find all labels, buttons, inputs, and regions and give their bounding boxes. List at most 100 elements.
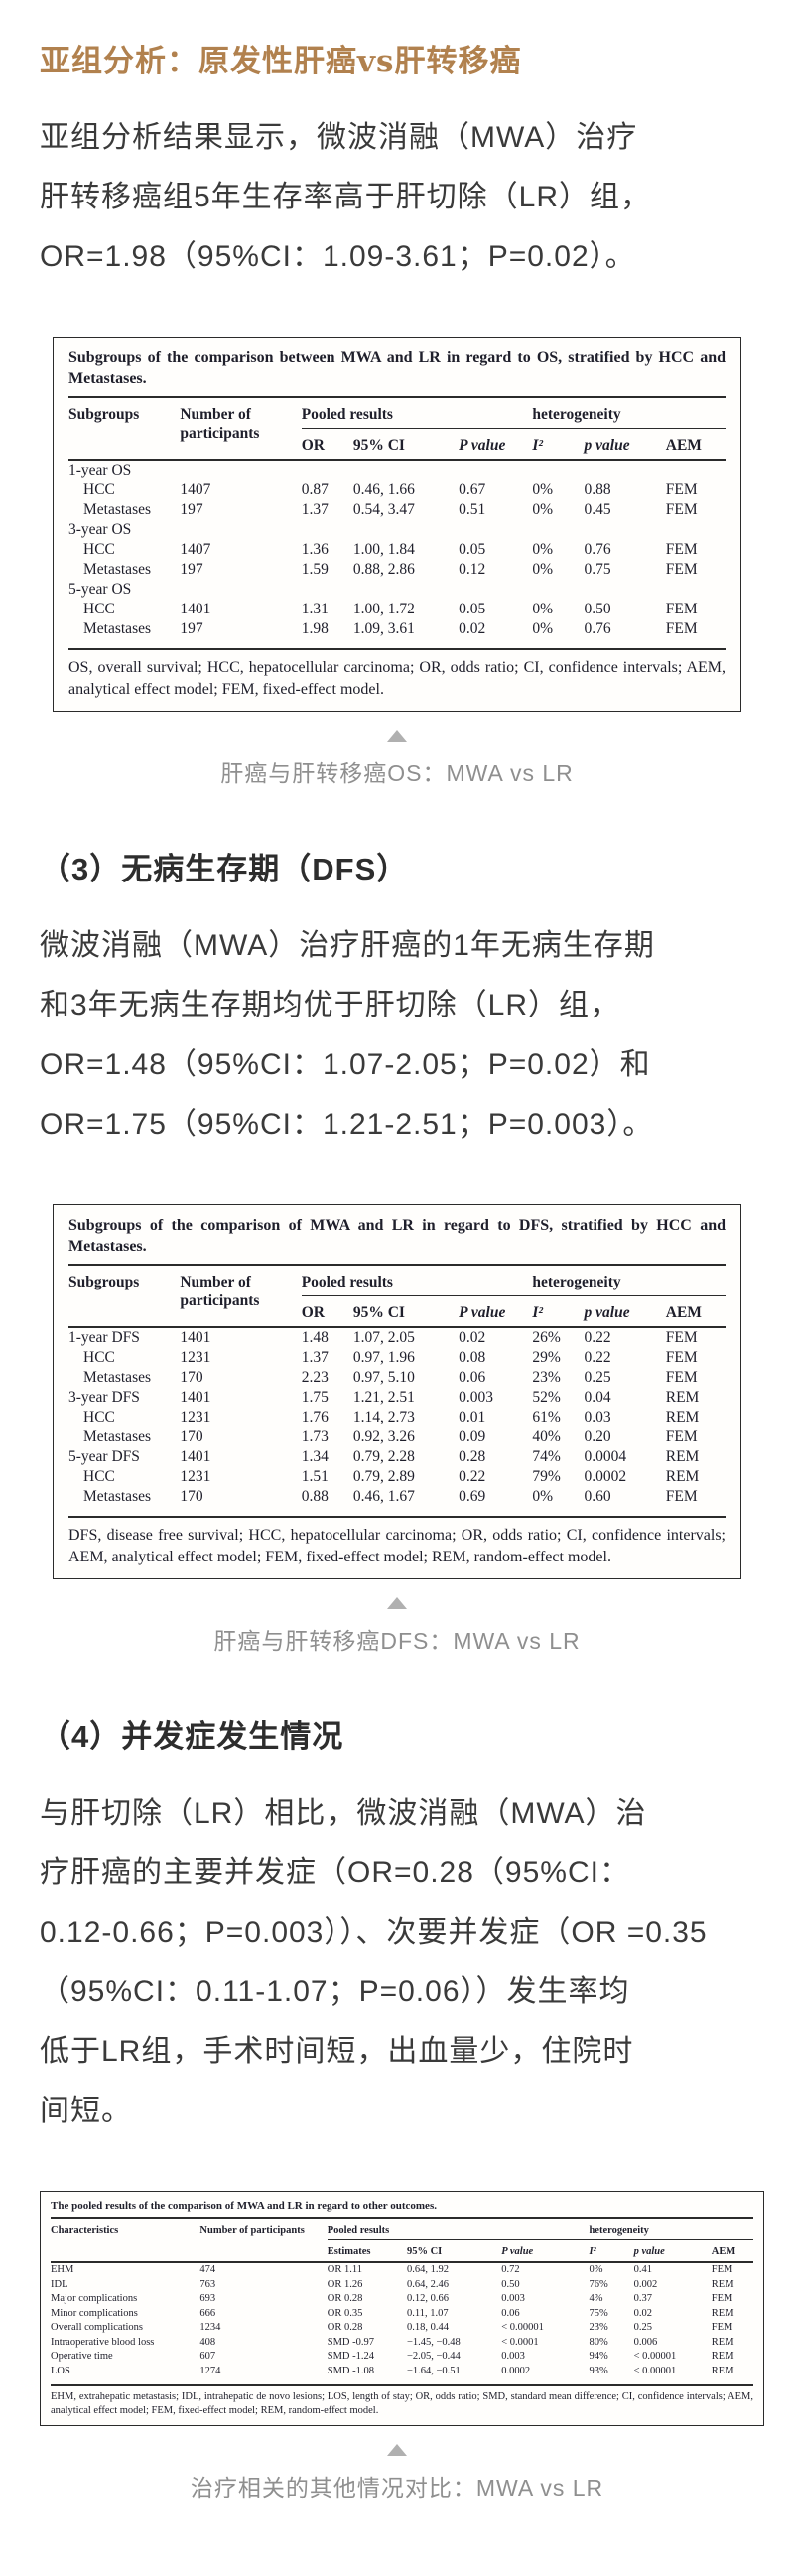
table-cell: 93%: [589, 2365, 608, 2376]
table-row: Metastases 170 0.88 0.46, 1.67 0.69 0% 0.60 FE…: [68, 1487, 726, 1516]
table-cell: 0.88: [301, 1488, 329, 1505]
col-header-het-p-value: p value: [584, 1304, 630, 1321]
paragraph-line: 0.12-0.66；P=0.003））、次要并发症（OR =0.35: [40, 1916, 708, 1949]
row-label: 3-year OS: [68, 521, 132, 538]
paragraph-line: 和3年无病生存期均优于肝切除（LR）组，: [40, 989, 621, 1021]
row-label: HCC: [83, 481, 115, 498]
table-cell: 1.75: [301, 1389, 329, 1406]
table-cell: 0.12, 0.66: [406, 2293, 449, 2304]
table-row: HCC 1231 1.37 0.97, 1.96 0.08 29% 0.22 FEM: [68, 1348, 726, 1368]
col-header-pooled-results: Pooled results: [327, 2219, 590, 2240]
table-cell: 0.60: [584, 1488, 611, 1505]
paragraph-line: 与肝切除（LR）相比，微波消融（MWA）治: [40, 1797, 647, 1830]
row-label: 3-year DFS: [68, 1389, 140, 1406]
table-cell: [180, 520, 301, 540]
row-label: Minor complications: [51, 2307, 138, 2319]
table-cell: 0%: [532, 541, 554, 558]
col-header-or: OR: [301, 1304, 325, 1321]
table-cell: 1234: [199, 2322, 221, 2333]
table-cell: < 0.00001: [633, 2365, 677, 2376]
table-cell: 0.79, 2.89: [352, 1468, 415, 1485]
col-header-i2: I²: [589, 2246, 596, 2257]
table-cell: REM: [711, 2365, 734, 2376]
table-cell: 1.31: [301, 601, 329, 617]
col-header-aem: AEM: [711, 2246, 736, 2257]
table-cell: 0.76: [584, 620, 611, 637]
table-row: 5-year DFS 1401 1.34 0.79, 2.28 0.28 74% 0.00…: [68, 1447, 726, 1467]
table-cell: 0.06: [459, 1369, 486, 1386]
table-body: 1-year DFS 1401 1.48 1.07, 2.05 0.02 26% 0.22…: [68, 1327, 726, 1516]
paragraph-line: OR=1.98（95%CI：1.09-3.61；P=0.02）。: [40, 240, 636, 273]
table-cell: −2.05, −0.44: [406, 2351, 461, 2362]
table-cell: 170: [180, 1428, 203, 1445]
table-cell: < 0.00001: [633, 2351, 677, 2362]
table-cell: 1.21, 2.51: [352, 1389, 415, 1406]
dfs-figure-caption-block: 肝癌与肝转移癌DFS：MWA vs LR: [40, 1597, 754, 1656]
table-cell: REM: [711, 2307, 734, 2319]
table-cell: 0.18, 0.44: [406, 2322, 449, 2333]
col-header-heterogeneity: heterogeneity: [532, 398, 726, 429]
table-title: The pooled results of the comparison of …: [51, 2199, 753, 2219]
table-row: HCC 1401 1.31 1.00, 1.72 0.05 0% 0.50 FEM: [68, 600, 726, 619]
dfs-table: Subgroups of the comparison of MWA and L…: [53, 1204, 741, 1579]
col-header-p-value: P value: [459, 1304, 506, 1321]
row-label: Metastases: [83, 620, 152, 637]
table-cell: [353, 580, 459, 600]
table-row: Major complications 693 OR 0.28 0.12, 0.66…: [51, 2292, 753, 2307]
outcomes-table: The pooled results of the comparison of …: [40, 2191, 764, 2426]
table-cell: FEM: [711, 2264, 733, 2275]
col-header-aem: AEM: [665, 437, 702, 454]
table-cell: 1.00, 1.84: [352, 541, 415, 558]
table-cell: 0.97, 5.10: [352, 1369, 415, 1386]
table-cell: [459, 460, 532, 480]
table-cell: 74%: [532, 1448, 561, 1465]
table-cell: 0.003: [459, 1389, 494, 1406]
table-cell: 1.09, 3.61: [352, 620, 415, 637]
table-cell: 0.25: [584, 1369, 611, 1386]
table-header: Subgroups Number of participants Pooled …: [68, 398, 726, 460]
table-cell: FEM: [665, 481, 698, 498]
table-cell: 0.51: [459, 501, 486, 518]
table-cell: SMD -1.08: [327, 2365, 375, 2376]
table-cell: 0.25: [633, 2322, 652, 2333]
table-row: Metastases 197 1.98 1.09, 3.61 0.02 0% 0.76 FE…: [68, 619, 726, 648]
table-cell: OR 1.26: [327, 2278, 363, 2290]
table-cell: 607: [199, 2351, 216, 2362]
table-cell: 75%: [589, 2307, 608, 2319]
row-label: Metastases: [83, 1369, 152, 1386]
table-cell: 23%: [532, 1369, 561, 1386]
outcomes-figure-caption-block: 治疗相关的其他情况对比：MWA vs LR: [40, 2444, 754, 2503]
paragraph-line: （95%CI：0.11-1.07；P=0.06））发生率均: [40, 1975, 630, 2008]
col-header-estimates: Estimates: [327, 2246, 371, 2257]
table-cell: 693: [199, 2293, 216, 2304]
table-cell: 170: [180, 1488, 203, 1505]
table-cell: 0.37: [633, 2293, 652, 2304]
row-label: 1-year DFS: [68, 1329, 140, 1346]
col-header-or: OR: [301, 437, 325, 454]
figure-caption: 肝癌与肝转移癌DFS：MWA vs LR: [213, 1628, 581, 1654]
table-cell: < 0.0001: [501, 2336, 539, 2348]
table-cell: 0.0004: [584, 1448, 627, 1465]
table-cell: 0.69: [459, 1488, 486, 1505]
row-label: 1-year OS: [68, 462, 132, 478]
table-cell: 0.0002: [584, 1468, 627, 1485]
table-cell: 0.002: [633, 2278, 658, 2290]
table-cell: 1231: [180, 1349, 211, 1366]
table-cell: [459, 580, 532, 600]
col-header-aem: AEM: [665, 1304, 702, 1321]
table-cell: [353, 520, 459, 540]
table-cell: 1.59: [301, 561, 329, 578]
col-header-pooled-results: Pooled results: [301, 1266, 533, 1296]
table-cell: 0.01: [459, 1409, 486, 1425]
row-label: Metastases: [83, 1488, 152, 1505]
col-header-ci: 95% CI: [406, 2246, 443, 2257]
table-cell: FEM: [665, 601, 698, 617]
col-header-p-value: P value: [459, 437, 506, 454]
table-cell: 1.73: [301, 1428, 329, 1445]
table-cell: 4%: [589, 2293, 603, 2304]
table-cell: 0.79, 2.28: [352, 1448, 415, 1465]
table-cell: 1401: [180, 1448, 211, 1465]
table-cell: 0.75: [584, 561, 611, 578]
dfs-table-grid: Subgroups Number of participants Pooled …: [68, 1266, 726, 1516]
table-cell: 1401: [180, 1329, 211, 1346]
